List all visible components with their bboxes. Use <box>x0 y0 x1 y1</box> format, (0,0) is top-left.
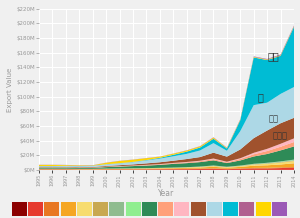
Text: 纺织品: 纺织品 <box>273 132 288 141</box>
Text: 运输: 运输 <box>268 51 280 61</box>
Text: 机: 机 <box>257 92 263 102</box>
Text: 金属: 金属 <box>269 114 279 123</box>
Y-axis label: Export Value: Export Value <box>8 67 14 111</box>
X-axis label: Year: Year <box>158 189 175 198</box>
